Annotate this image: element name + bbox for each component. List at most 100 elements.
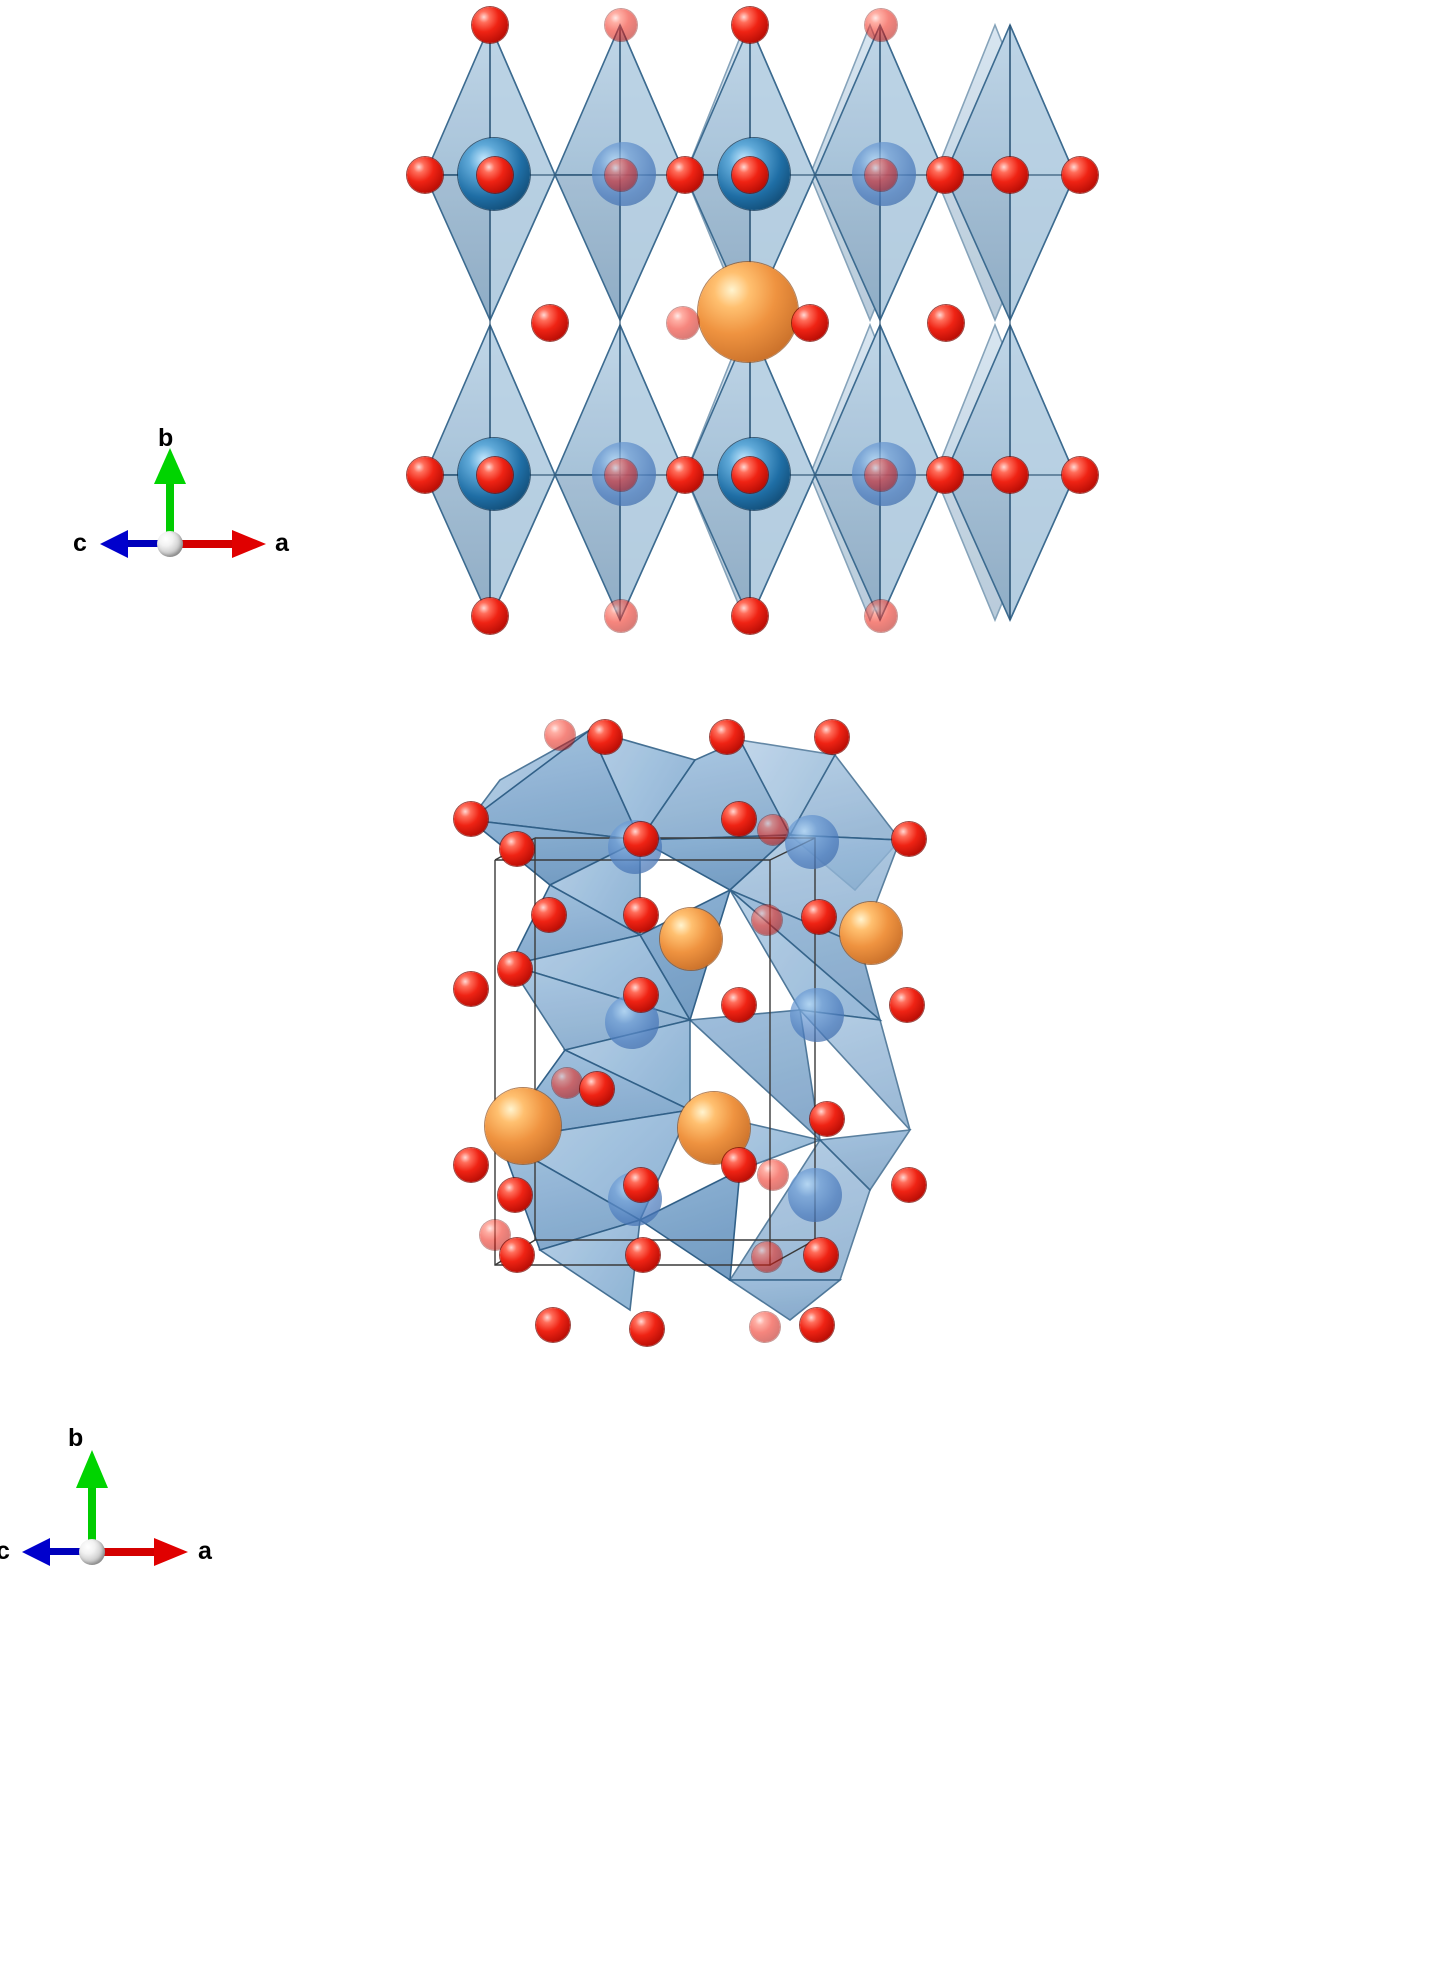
oxygen-atom [992, 157, 1028, 193]
oxygen-atom [407, 457, 443, 493]
oxygen-atom [500, 1238, 534, 1272]
oxygen-atom [626, 1238, 660, 1272]
oxygen-atom-back [758, 1160, 788, 1190]
oxygen-atom [992, 457, 1028, 493]
oxygen-atom [532, 305, 568, 341]
oxygen-atom [710, 720, 744, 754]
oxygen-atom [477, 457, 513, 493]
axis-c-shaft [44, 1548, 88, 1555]
oxygen-atom-back [865, 600, 897, 632]
axis-b-arrowhead [154, 448, 186, 484]
a-site-cation [660, 908, 722, 970]
oxygen-atom [630, 1312, 664, 1346]
oxygen-atom [667, 457, 703, 493]
oxygen-atom-back [750, 1312, 780, 1342]
a-site-cation [485, 1088, 561, 1164]
oxygen-atom-back [605, 9, 637, 41]
oxygen-atom [815, 720, 849, 754]
oxygen-atom [722, 1148, 756, 1182]
axis-c-arrowhead [22, 1538, 50, 1566]
oxygen-atom [1062, 157, 1098, 193]
oxygen-atom [588, 720, 622, 754]
oxygen-atom [667, 157, 703, 193]
axis-indicator-bottom: b a c [0, 1418, 270, 1608]
axis-a-shaft [96, 1548, 162, 1556]
oxygen-atom [722, 988, 756, 1022]
oxygen-atom-back [865, 159, 897, 191]
axis-a-arrowhead [154, 1538, 188, 1566]
oxygen-atom-back [865, 9, 897, 41]
oxygen-atom [536, 1308, 570, 1342]
oxygen-atom [454, 1148, 488, 1182]
oxygen-atom [722, 802, 756, 836]
oxygen-atom-back [865, 459, 897, 491]
axis-label-b: b [158, 424, 174, 452]
axis-indicator-top: b a c [70, 418, 330, 608]
structure-panel-bottom: b a c [0, 700, 1438, 1971]
oxygen-atom [792, 305, 828, 341]
oxygen-atom-back [667, 307, 699, 339]
metal-atom-back [788, 1168, 842, 1222]
oxygen-atom [927, 157, 963, 193]
axis-label-c: c [73, 529, 87, 557]
oxygen-atom [732, 598, 768, 634]
oxygen-atom [1062, 457, 1098, 493]
axis-label-b: b [68, 1424, 84, 1452]
oxygen-atom-back [752, 905, 782, 935]
oxygen-atom [804, 1238, 838, 1272]
axis-a-shaft [174, 540, 240, 548]
oxygen-atom-back [552, 1068, 582, 1098]
oxygen-atom [472, 7, 508, 43]
oxygen-atom-back [752, 1242, 782, 1272]
oxygen-atom [477, 157, 513, 193]
a-site-cation [840, 902, 902, 964]
axis-a-arrowhead [232, 530, 266, 558]
axis-b-shaft [88, 1484, 96, 1556]
oxygen-atom [500, 832, 534, 866]
oxygen-atom [732, 157, 768, 193]
axis-label-a: a [275, 529, 289, 557]
oxygen-atom [498, 1178, 532, 1212]
metal-atom-back [785, 815, 839, 869]
oxygen-atom [810, 1102, 844, 1136]
oxygen-atom [624, 1168, 658, 1202]
axis-b-shaft [166, 480, 174, 548]
structure-panel-top: b a c [0, 0, 1438, 960]
oxygen-atom [802, 900, 836, 934]
oxygen-atom-back [605, 600, 637, 632]
oxygen-atom [928, 305, 964, 341]
oxygen-atom [454, 802, 488, 836]
axis-origin-sphere [157, 531, 183, 557]
oxygen-atom [892, 1168, 926, 1202]
a-site-cation [698, 262, 798, 362]
oxygen-atom [927, 457, 963, 493]
oxygen-atom [892, 822, 926, 856]
oxygen-atom [624, 822, 658, 856]
oxygen-atom [580, 1072, 614, 1106]
oxygen-atom [732, 7, 768, 43]
crystal-structure-top [380, 0, 1140, 660]
polyhedra-group-top [423, 22, 1077, 623]
axis-c-shaft [122, 540, 166, 547]
oxygen-atom-back [605, 159, 637, 191]
oxygen-atom [624, 978, 658, 1012]
oxygen-atom [732, 457, 768, 493]
crystal-structure-bottom [440, 720, 960, 1360]
axis-b-arrowhead [76, 1450, 108, 1488]
axis-origin-sphere [79, 1539, 105, 1565]
oxygen-atom-back [758, 815, 788, 845]
oxygen-atom-back [605, 459, 637, 491]
oxygen-atom [498, 952, 532, 986]
axis-label-a: a [198, 1537, 212, 1565]
oxygen-atom [532, 898, 566, 932]
oxygen-atom [407, 157, 443, 193]
oxygen-atom [472, 598, 508, 634]
oxygen-atom-back [545, 720, 575, 750]
axis-c-arrowhead [100, 530, 128, 558]
oxygen-atom [624, 898, 658, 932]
oxygen-atom [454, 972, 488, 1006]
axis-label-c: c [0, 1537, 10, 1565]
metal-atom-back [790, 988, 844, 1042]
oxygen-atom [890, 988, 924, 1022]
oxygen-atom [800, 1308, 834, 1342]
